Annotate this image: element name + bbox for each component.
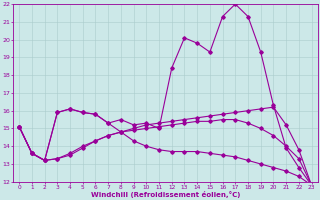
X-axis label: Windchill (Refroidissement éolien,°C): Windchill (Refroidissement éolien,°C) xyxy=(91,191,240,198)
